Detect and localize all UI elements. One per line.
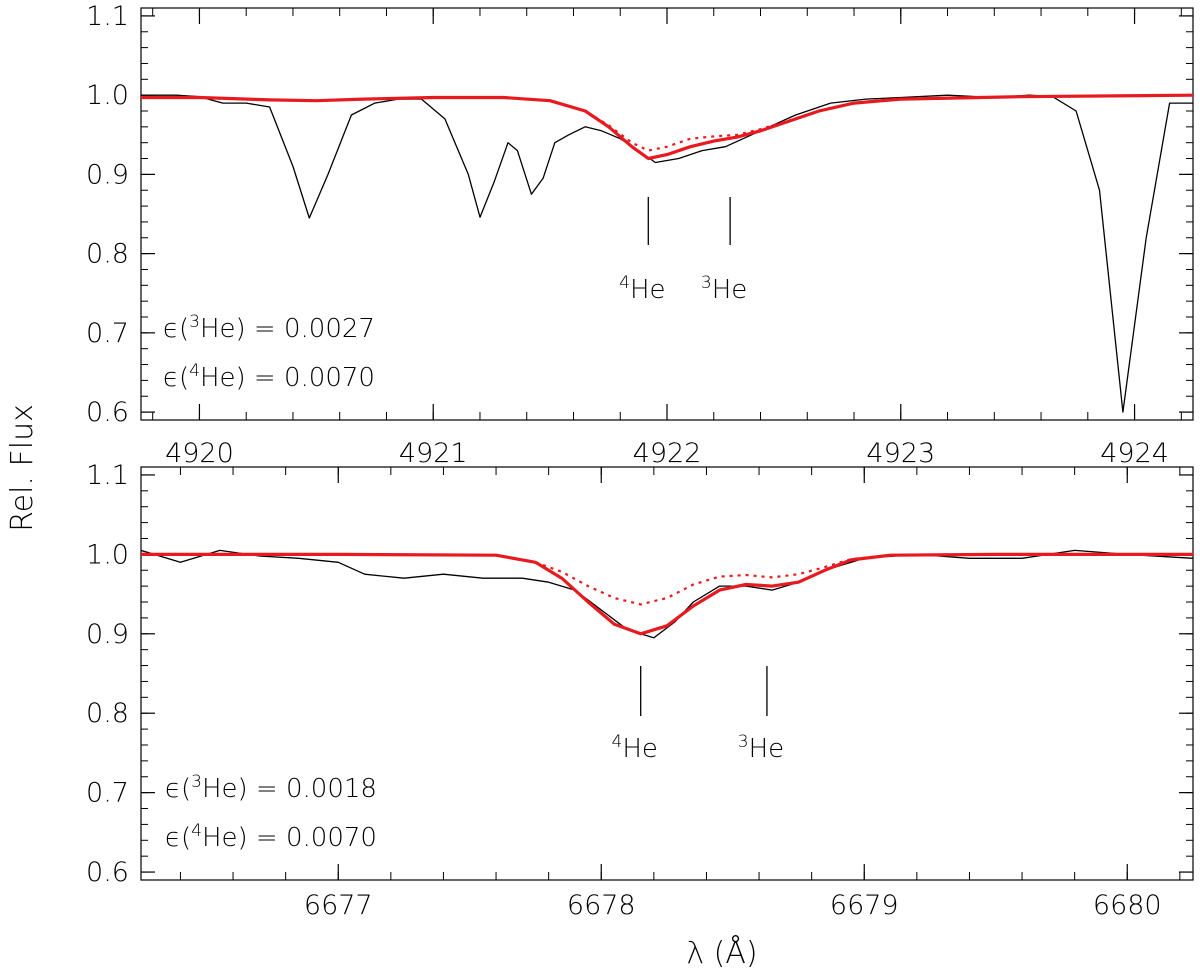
isotope-element: He [749, 734, 785, 764]
y-tick-label: 0.7 [86, 778, 129, 809]
isotope-mass-number: 3 [701, 273, 712, 293]
y-tick-label: 0.8 [86, 239, 129, 270]
x-tick-label: 4920 [165, 438, 234, 469]
plot-frame [140, 7, 1194, 421]
y-tick-label: 0.9 [86, 619, 129, 650]
annotation-prefix: ϵ( [165, 774, 191, 804]
y-tick-label: 0.7 [86, 318, 129, 349]
abundance-annotation: ϵ(4He) = 0.0070 [165, 821, 377, 853]
annotation-value: He) = 0.0070 [200, 363, 375, 393]
annotation-mass-number: 3 [189, 312, 200, 332]
isotope-mass-number: 3 [738, 732, 749, 752]
abundance-annotation: ϵ(3He) = 0.0027 [163, 312, 375, 344]
y-tick-label: 1.0 [86, 80, 129, 111]
model-solid-spectrum-line [141, 93, 1193, 161]
annotation-mass-number: 4 [189, 361, 200, 381]
model-solid-spectrum-line [141, 552, 1193, 636]
x-tick-label: 4924 [1100, 438, 1169, 469]
x-tick-label: 6679 [830, 890, 899, 921]
y-tick-label: 0.6 [86, 397, 129, 428]
y-tick-label: 1.0 [86, 539, 129, 570]
model-dotted-spectrum-line [549, 98, 901, 152]
annotation-mass-number: 4 [191, 821, 202, 841]
isotope-label: 3He [701, 273, 747, 305]
y-tick-label: 0.6 [86, 857, 129, 888]
isotope-element: He [630, 275, 666, 305]
x-tick-label: 6677 [304, 890, 373, 921]
isotope-label: 3He [738, 732, 784, 764]
annotation-mass-number: 3 [191, 772, 202, 792]
y-tick-label: 0.9 [86, 159, 129, 190]
annotation-value: He) = 0.0070 [202, 823, 377, 853]
x-tick-label: 6678 [567, 890, 636, 921]
y-axis-title: Rel. Flux [5, 404, 40, 532]
y-tick-label: 1.1 [86, 1, 129, 32]
isotope-element: He [622, 734, 658, 764]
isotope-mass-number: 4 [612, 732, 623, 752]
isotope-element: He [712, 275, 748, 305]
abundance-annotation: ϵ(4He) = 0.0070 [163, 361, 375, 393]
annotation-prefix: ϵ( [163, 363, 189, 393]
abundance-annotation: ϵ(3He) = 0.0018 [165, 772, 377, 804]
x-tick-label: 4923 [866, 438, 935, 469]
model-dotted-spectrum-line [495, 554, 891, 606]
y-tick-label: 0.8 [86, 698, 129, 729]
isotope-mass-number: 4 [619, 273, 630, 293]
x-axis-title: λ (Å) [686, 934, 757, 971]
annotation-value: He) = 0.0018 [202, 774, 377, 804]
x-tick-label: 6680 [1093, 890, 1162, 921]
x-tick-label: 4922 [633, 438, 702, 469]
plot-frame [140, 466, 1194, 881]
y-tick-label: 1.1 [86, 460, 129, 491]
isotope-label: 4He [619, 273, 665, 305]
annotation-value: He) = 0.0027 [200, 314, 375, 344]
isotope-label: 4He [612, 732, 658, 764]
x-tick-label: 4921 [399, 438, 468, 469]
annotation-prefix: ϵ( [165, 823, 191, 853]
annotation-prefix: ϵ( [163, 314, 189, 344]
